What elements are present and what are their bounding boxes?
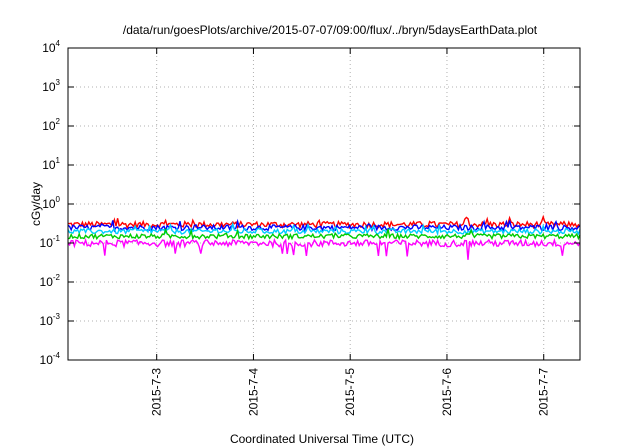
series-line [67, 214, 581, 230]
y-tick-label: 10-1 [40, 234, 61, 250]
x-axis-title: Coordinated Universal Time (UTC) [230, 432, 414, 446]
y-tick-label: 100 [42, 195, 60, 211]
chart-title: /data/run/goesPlots/archive/2015-07-07/0… [123, 23, 538, 37]
x-tick-label: 2015-7-3 [150, 368, 164, 416]
grid [68, 48, 580, 360]
y-axis: 10-4 10-3 10-2 10-1 100 101 102 103 104 [40, 39, 580, 367]
y-tick-label: 10-3 [40, 312, 61, 328]
y-tick-label: 10-4 [40, 351, 61, 367]
x-tick-label: 2015-7-7 [537, 368, 551, 416]
series-line [67, 221, 581, 237]
x-tick-label: 2015-7-4 [246, 368, 260, 416]
y-tick-label: 101 [42, 156, 60, 172]
x-tick-label: 2015-7-5 [343, 368, 357, 416]
y-tick-label: 103 [42, 78, 60, 94]
y-tick-label: 10-2 [40, 273, 61, 289]
y-axis-title: cGy/day [29, 182, 43, 226]
y-tick-label: 104 [42, 39, 60, 55]
x-tick-label: 2015-7-6 [440, 368, 454, 416]
x-axis: 2015-7-3 2015-7-4 2015-7-5 2015-7-6 2015-7-7 [150, 48, 551, 416]
series-line [67, 227, 581, 241]
series-layer [67, 214, 581, 260]
y-tick-label: 102 [42, 117, 60, 133]
series-line [67, 218, 581, 233]
series-line [67, 237, 581, 260]
